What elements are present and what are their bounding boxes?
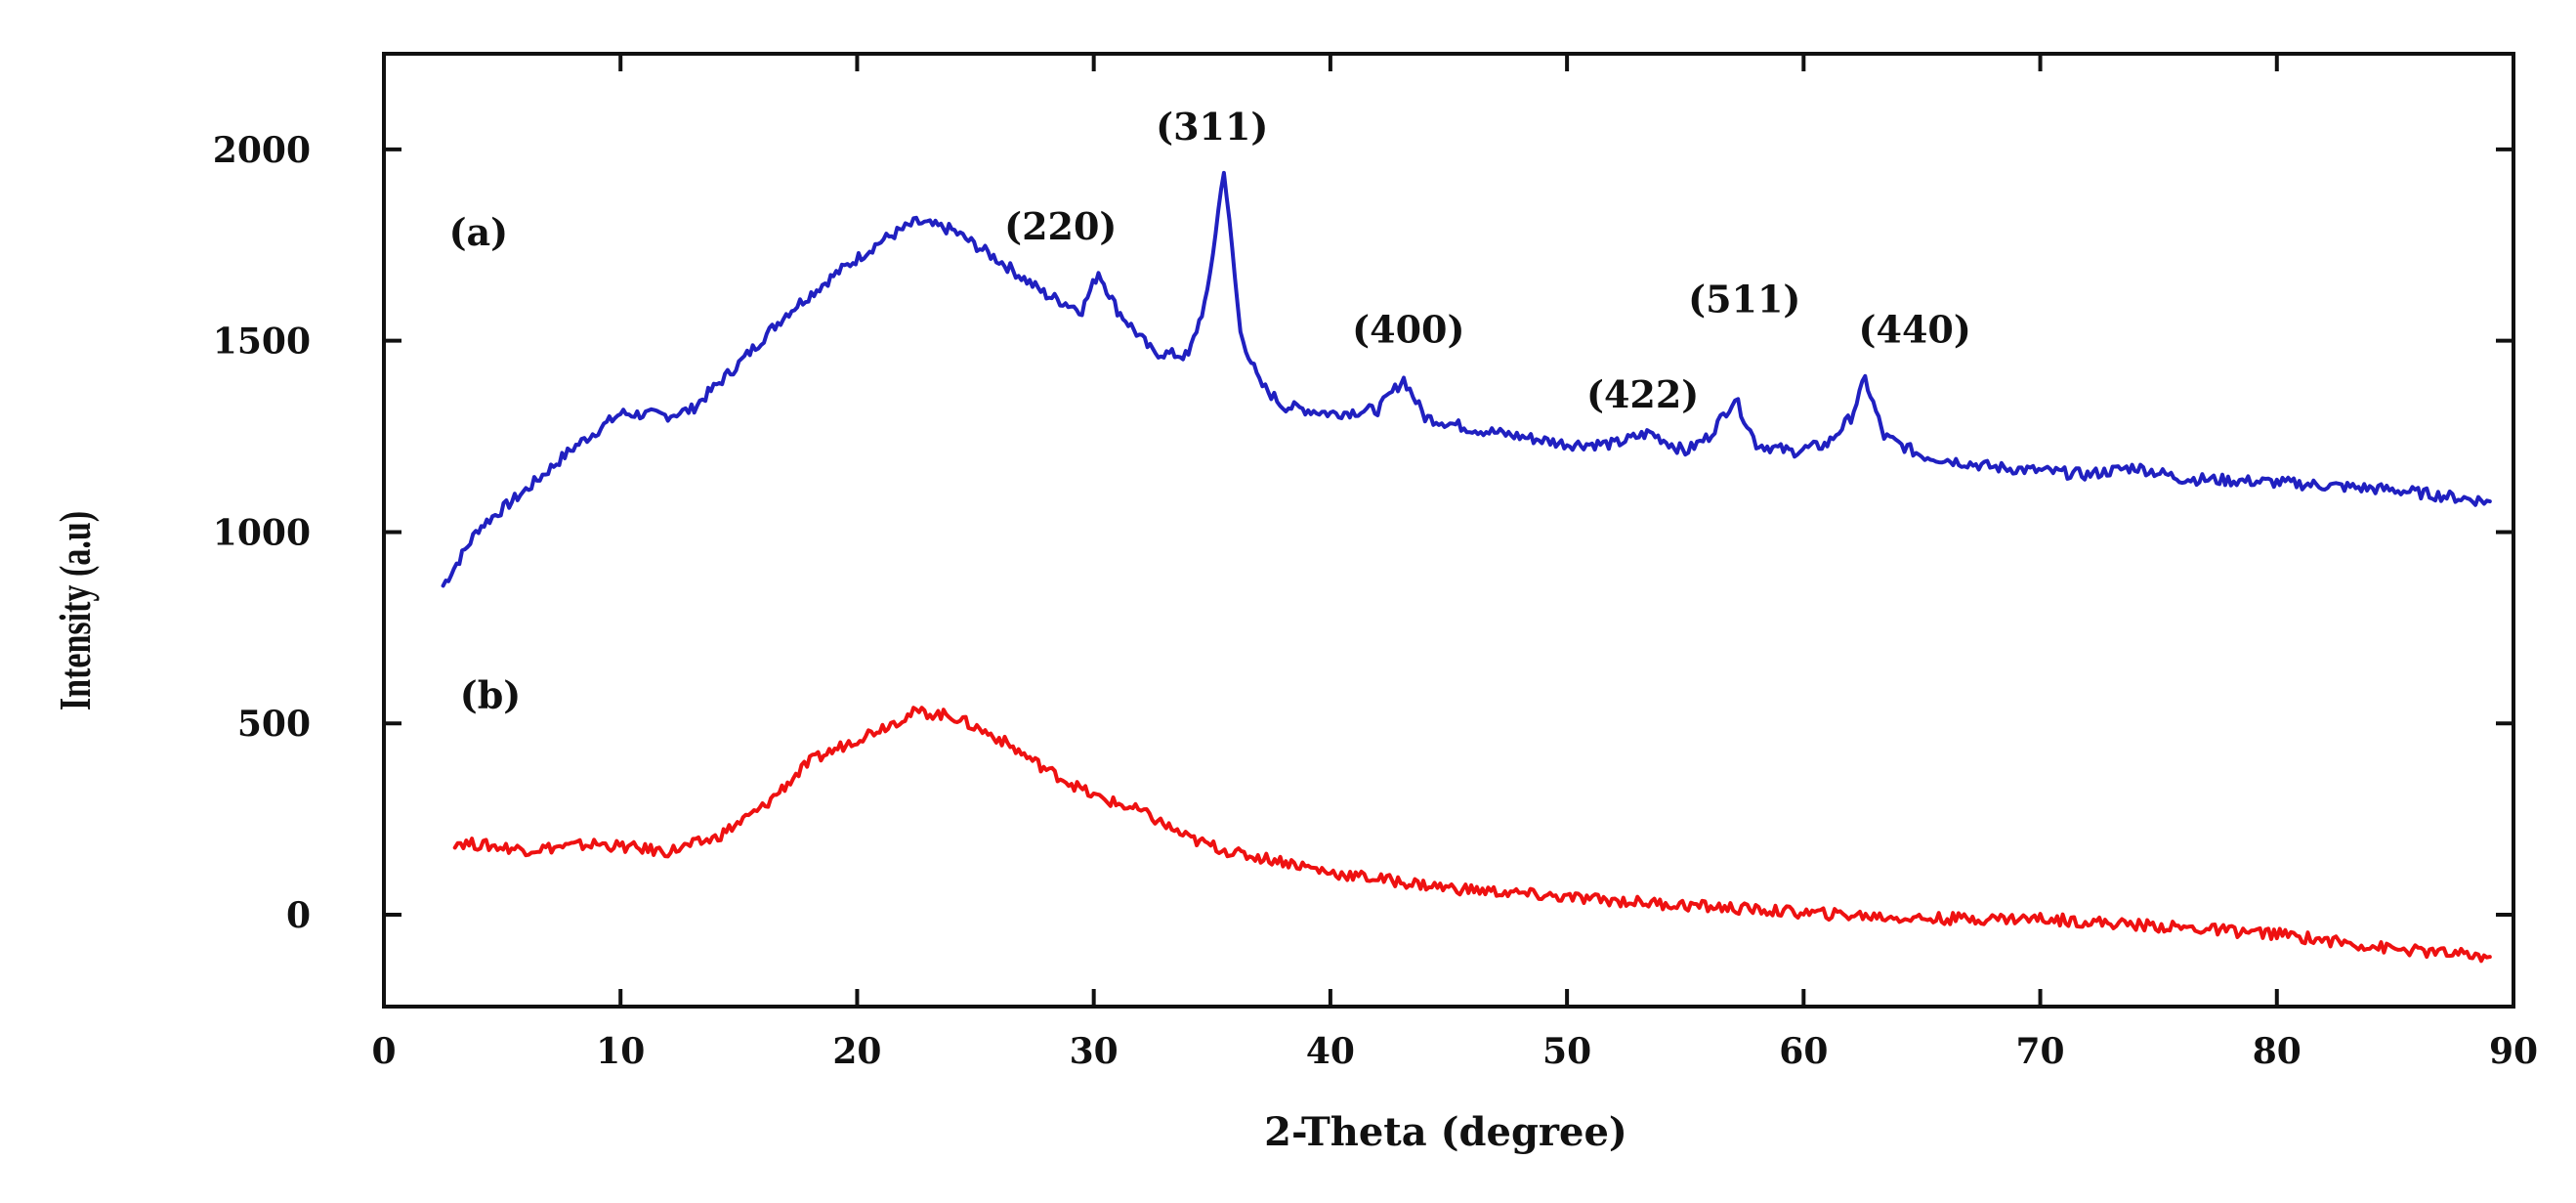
x-tick-label: 70 <box>2016 1031 2065 1072</box>
x-tick-label: 10 <box>596 1031 645 1072</box>
annotation-label: (311) <box>1156 105 1268 149</box>
annotation-label: (a) <box>449 210 509 254</box>
annotation-label: (b) <box>460 673 522 717</box>
x-tick-label: 0 <box>371 1031 396 1072</box>
plot-frame <box>382 52 2515 1009</box>
x-tick-label: 20 <box>832 1031 881 1072</box>
annotation-label: (511) <box>1688 277 1800 321</box>
y-axis-title: Intensity (a.u) <box>50 511 100 710</box>
y-tick-label: 500 <box>237 704 311 745</box>
annotation-label: (422) <box>1586 372 1699 416</box>
x-tick-label: 60 <box>1779 1031 1828 1072</box>
x-tick-label: 40 <box>1306 1031 1355 1072</box>
annotation-label: (400) <box>1352 308 1464 352</box>
y-axis-ticks: 0 500 1000 1500 2000 <box>213 130 2513 936</box>
series-group <box>441 170 2492 964</box>
series-line-a <box>441 170 2492 588</box>
x-tick-label: 80 <box>2253 1031 2302 1072</box>
y-tick-label: 0 <box>286 895 311 936</box>
x-tick-label: 30 <box>1070 1031 1119 1072</box>
peak-annotations: (a) (b) (220) (311) (400) (422) (511) (440) <box>449 105 1971 716</box>
y-tick-label: 1000 <box>213 512 311 553</box>
annotation-label: (440) <box>1859 308 1971 352</box>
series-line-b <box>452 706 2492 964</box>
x-axis-ticks: 0 10 20 30 40 50 60 70 80 90 <box>371 54 2538 1072</box>
y-tick-label: 2000 <box>213 130 311 171</box>
y-tick-label: 1500 <box>213 322 311 363</box>
annotation-label: (220) <box>1004 204 1117 248</box>
x-tick-label: 90 <box>2489 1031 2538 1072</box>
x-axis-title: 2-Theta (degree) <box>1264 1109 1627 1155</box>
x-tick-label: 50 <box>1542 1031 1591 1072</box>
